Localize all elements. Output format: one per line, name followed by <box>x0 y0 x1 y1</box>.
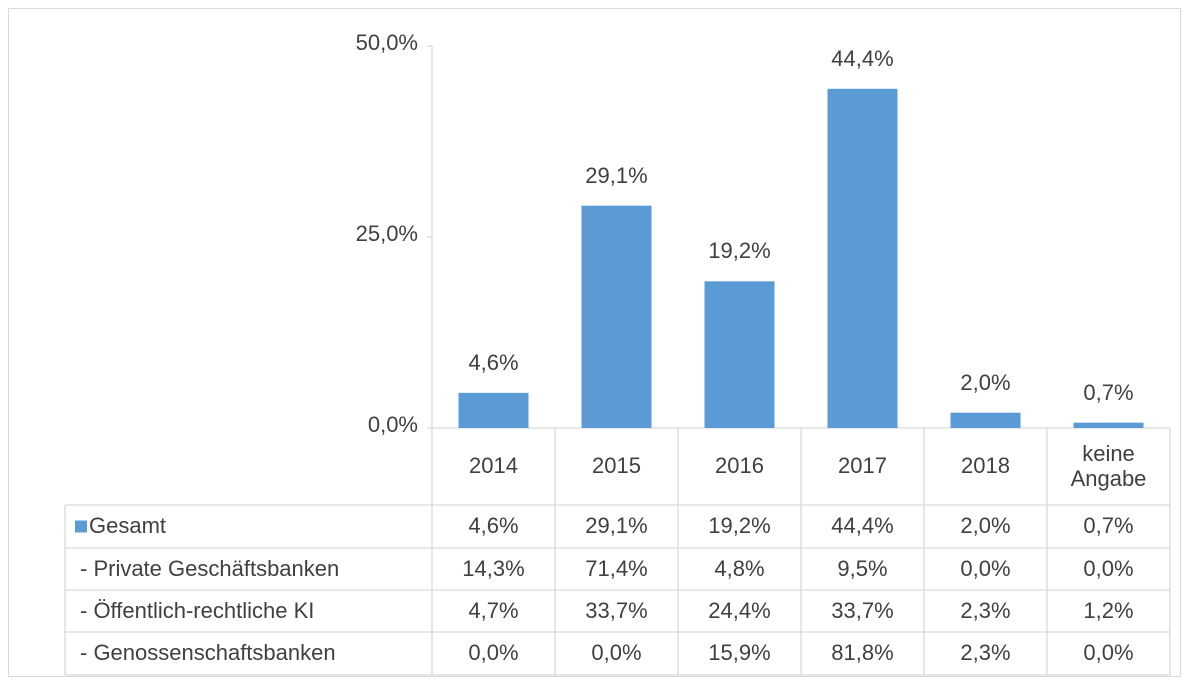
table-cell: 2,3% <box>960 640 1011 666</box>
y-tick-label: 25,0% <box>355 220 418 246</box>
chart-border <box>8 8 1181 677</box>
legend-label: Gesamt <box>89 513 167 539</box>
table-cell: 14,3% <box>462 555 525 581</box>
data-label: 44,4% <box>831 45 894 71</box>
table-cell: 0,0% <box>960 555 1011 581</box>
table-cell: 2,0% <box>960 513 1011 539</box>
x-tick-label: 2014 <box>469 453 518 479</box>
bar <box>827 88 898 428</box>
table-cell: 0,0% <box>1083 640 1134 666</box>
row-label: - Genossenschaftsbanken <box>80 640 336 666</box>
table-cell: 0,0% <box>591 640 642 666</box>
table-cell: 0,7% <box>1083 513 1134 539</box>
y-tick-label: 0,0% <box>367 411 418 437</box>
x-tick-label: 2016 <box>715 453 764 479</box>
row-label: - Öffentlich-rechtliche KI <box>80 597 315 623</box>
bar <box>581 205 652 428</box>
row-label: - Private Geschäftsbanken <box>80 555 340 581</box>
table-cell: 33,7% <box>585 597 648 623</box>
x-tick-label: keine Angabe <box>1070 441 1147 491</box>
table-cell: 15,9% <box>708 640 771 666</box>
table-cell: 4,8% <box>714 555 765 581</box>
table-cell: 4,7% <box>468 597 519 623</box>
table-cell: 24,4% <box>708 597 771 623</box>
legend-swatch <box>75 520 87 533</box>
data-label: 2,0% <box>960 369 1011 395</box>
bar <box>1073 422 1144 428</box>
table-cell: 2,3% <box>960 597 1011 623</box>
table-cell: 0,0% <box>468 640 519 666</box>
table-cell: 9,5% <box>837 555 888 581</box>
x-tick-label: 2018 <box>961 453 1010 479</box>
x-tick-label: 2017 <box>838 453 887 479</box>
bar <box>950 412 1021 428</box>
bar <box>704 281 775 428</box>
table-cell: 0,0% <box>1083 555 1134 581</box>
table-cell: 1,2% <box>1083 597 1134 623</box>
table-cell: 71,4% <box>585 555 648 581</box>
data-label: 29,1% <box>585 162 648 188</box>
y-tick-label: 50,0% <box>355 29 418 55</box>
data-label: 0,7% <box>1083 379 1134 405</box>
bar <box>458 392 529 428</box>
table-cell: 4,6% <box>468 513 519 539</box>
table-cell: 33,7% <box>831 597 894 623</box>
table-cell: 44,4% <box>831 513 894 539</box>
x-tick-label: 2015 <box>592 453 641 479</box>
data-label: 19,2% <box>708 238 771 264</box>
table-cell: 19,2% <box>708 513 771 539</box>
data-label: 4,6% <box>468 349 519 375</box>
table-cell: 29,1% <box>585 513 648 539</box>
table-cell: 81,8% <box>831 640 894 666</box>
